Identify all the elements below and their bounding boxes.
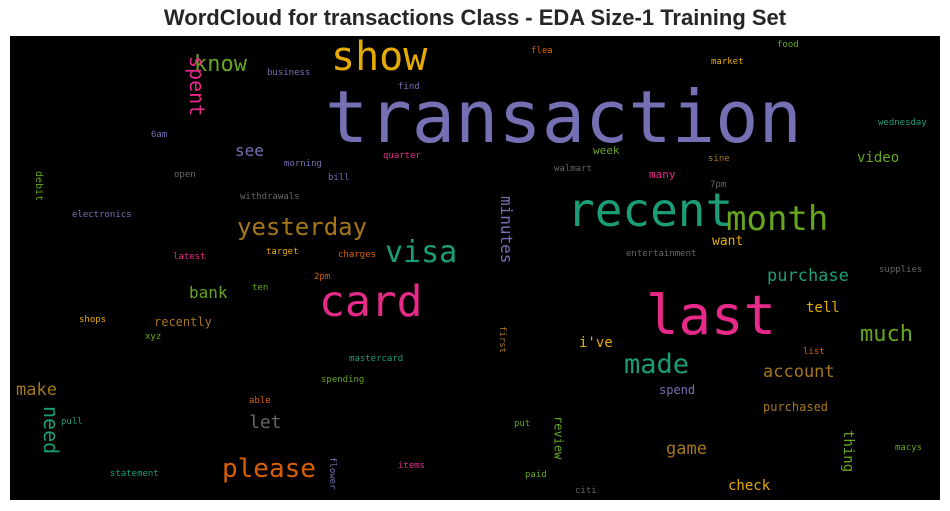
word-walmart: walmart <box>554 164 592 174</box>
word-recently: recently <box>154 315 212 329</box>
word-paid: paid <box>525 470 547 480</box>
word-show: show <box>331 36 428 80</box>
word-7pm: 7pm <box>710 180 726 190</box>
word-debit: debit <box>33 171 44 201</box>
word-latest: latest <box>173 252 206 262</box>
word-supplies: supplies <box>879 265 922 275</box>
word-minutes: minutes <box>497 196 516 263</box>
word-account: account <box>763 362 835 382</box>
word-visa: visa <box>385 235 457 270</box>
word-citi: citi <box>575 486 597 496</box>
word-purchase: purchase <box>767 266 849 286</box>
word-want: want <box>712 234 743 249</box>
wordcloud-panel: transaction recent last card show month visa ye… <box>10 36 940 500</box>
word-withdrawals: withdrawals <box>240 192 300 202</box>
word-xyz: xyz <box>145 332 161 342</box>
word-items: items <box>398 461 425 471</box>
word-video: video <box>857 150 899 166</box>
word-spent: spent <box>185 56 209 116</box>
word-much: much <box>860 322 913 347</box>
word-tell: tell <box>806 300 840 316</box>
word-statement: statement <box>110 469 159 479</box>
word-shops: shops <box>79 315 106 325</box>
word-game: game <box>666 439 707 459</box>
wordcloud-svg: transaction recent last card show month visaye… <box>10 36 940 500</box>
word-spending: spending <box>321 375 364 385</box>
word-macys: macys <box>895 443 922 453</box>
word-check: check <box>728 478 771 494</box>
word-list: list <box>803 347 825 357</box>
word-flea: flea <box>531 46 553 56</box>
word-week: week <box>593 144 620 157</box>
word-quarter: quarter <box>383 151 422 161</box>
word-6am: 6am <box>151 130 167 140</box>
word-month: month <box>726 199 828 239</box>
word-please: please <box>222 454 316 484</box>
word-thing: thing <box>840 430 856 472</box>
word-open: open <box>174 170 196 180</box>
word-target: target <box>266 247 299 257</box>
word-business: business <box>267 68 310 78</box>
word-let: let <box>249 412 282 433</box>
word-wednesday: wednesday <box>878 118 927 128</box>
word-flower: flower <box>327 457 337 490</box>
word-bill: bill <box>328 173 350 183</box>
word-recent: recent <box>567 183 733 237</box>
word-food: food <box>777 40 799 50</box>
word-2pm: 2pm <box>314 272 330 282</box>
word-spend: spend <box>659 383 695 397</box>
word-ten: ten <box>252 283 268 293</box>
word-charges: charges <box>338 250 376 260</box>
word-electronics: electronics <box>72 210 132 220</box>
word-review: review <box>552 416 566 460</box>
word-able: able <box>249 396 271 406</box>
wordcloud-background <box>10 36 940 500</box>
word-know: know <box>194 52 248 77</box>
word-yesterday: yesterday <box>237 213 367 241</box>
word-card: card <box>319 277 423 327</box>
word-market: market <box>711 57 744 67</box>
word-need: need <box>39 406 63 454</box>
word-find: find <box>398 82 420 92</box>
word-many: many <box>649 168 676 181</box>
word-pull: pull <box>61 417 83 427</box>
word-see: see <box>235 141 264 160</box>
word-first: first <box>497 326 507 353</box>
word-last: last <box>646 284 776 347</box>
word-ive: i've <box>579 335 613 351</box>
word-put: put <box>514 419 530 429</box>
chart-title: WordCloud for transactions Class - EDA S… <box>163 5 787 30</box>
word-bank: bank <box>189 283 228 302</box>
word-sine: sine <box>708 154 730 164</box>
word-mastercard: mastercard <box>349 354 403 364</box>
word-entertainment: entertainment <box>626 249 696 259</box>
word-made: made <box>624 349 689 380</box>
word-transaction: transaction <box>325 75 802 159</box>
word-purchased: purchased <box>763 400 828 414</box>
word-make: make <box>16 380 57 400</box>
word-morning: morning <box>284 159 322 169</box>
